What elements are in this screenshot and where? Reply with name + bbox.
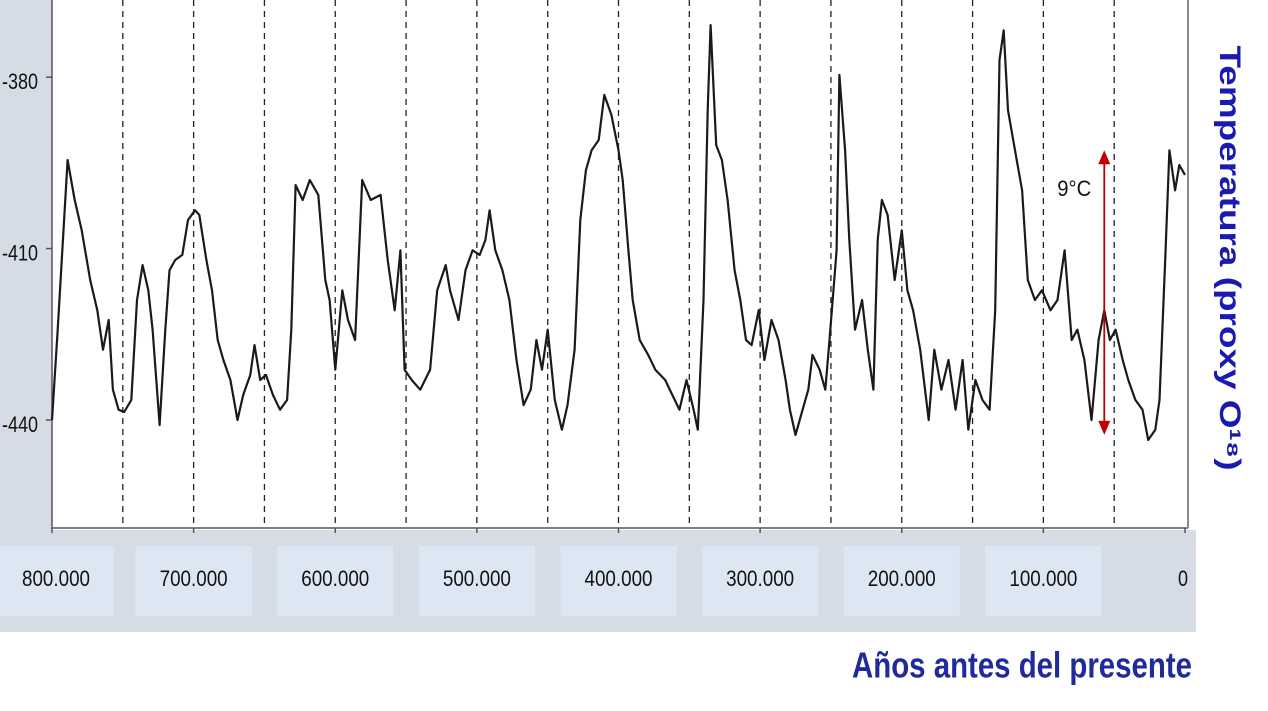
y-tick-label: -410: [2, 240, 38, 265]
x-tick-label: 200.000: [868, 566, 936, 591]
x-tick-label: 300.000: [726, 566, 794, 591]
y-tick-label: -380: [2, 69, 38, 94]
grid: [46, 0, 1186, 533]
annotation-arrowhead: [1098, 420, 1111, 435]
x-tick-label-box: [985, 546, 1102, 616]
x-tick-label: 800.000: [22, 566, 90, 591]
x-tick-label: 600.000: [301, 566, 369, 591]
annotation-text: 9°C: [1057, 176, 1091, 201]
x-tick-label: 400.000: [585, 566, 653, 591]
x-tick-label: 700.000: [160, 566, 228, 591]
x-tick-label-box: [418, 546, 535, 616]
x-tick-label-box: [843, 546, 960, 616]
y-axis-title: Temperatura (proxy O¹⁸): [1213, 46, 1246, 471]
x-tick-label-box: [135, 546, 252, 616]
x-tick-label-box: [560, 546, 677, 616]
plot-area: [52, 0, 1188, 528]
annotation-arrowhead: [1098, 150, 1111, 165]
x-tick-label-box: [277, 546, 394, 616]
y-axis-panel: [0, 0, 52, 530]
labels: -380 -410 -440 800.000 700.000 600.000 500.000…: [0, 69, 1188, 616]
x-tick-label-box: [0, 546, 114, 616]
y-tick-label: -440: [2, 412, 38, 437]
x-tick-label-box: [702, 546, 819, 616]
x-axis-title: Años antes del presente: [852, 645, 1192, 686]
x-tick-label: 0: [1178, 566, 1188, 591]
x-tick-label: 500.000: [443, 566, 511, 591]
marks: [50, 24, 1186, 442]
data-line: [50, 24, 1186, 442]
x-tick-label: 100.000: [1009, 566, 1077, 591]
